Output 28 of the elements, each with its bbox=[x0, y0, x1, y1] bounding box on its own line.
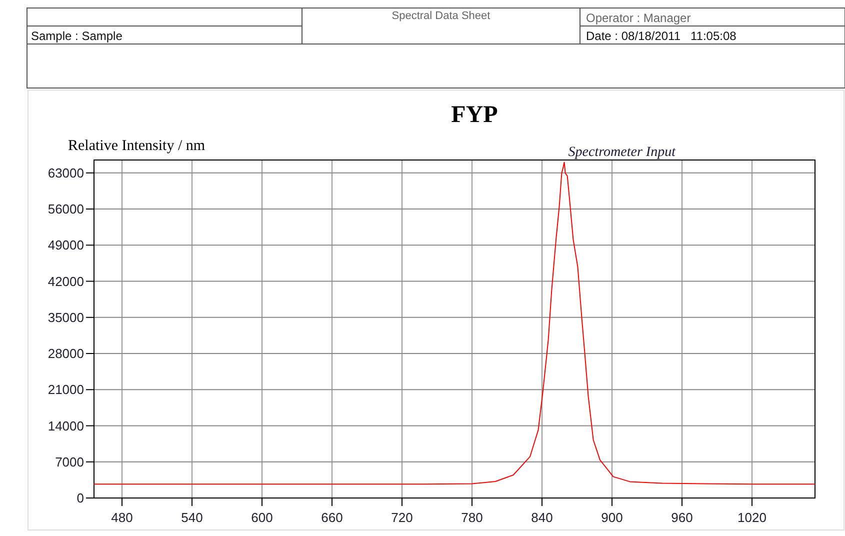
y-tick-label: 7000 bbox=[55, 454, 84, 470]
y-tick-label: 56000 bbox=[48, 202, 84, 217]
series-label: Spectrometer Input bbox=[568, 145, 677, 160]
x-tick-label: 1020 bbox=[738, 510, 766, 525]
y-tick-label: 21000 bbox=[48, 382, 84, 398]
y-tick-label: 14000 bbox=[48, 418, 84, 434]
x-tick-label: 960 bbox=[671, 510, 693, 525]
text: Operator : Manager bbox=[586, 11, 691, 25]
x-tick-label: 840 bbox=[531, 510, 553, 525]
text: Spectral Data Sheet bbox=[392, 10, 490, 22]
x-tick-label: 600 bbox=[251, 510, 273, 525]
y-axis-title: Relative Intensity / nm bbox=[68, 138, 206, 154]
x-tick-label: 480 bbox=[111, 510, 133, 525]
y-tick-label: 63000 bbox=[48, 165, 84, 180]
x-tick-label: 540 bbox=[181, 510, 203, 525]
text: Sample : Sample bbox=[31, 29, 123, 43]
x-tick-label: 720 bbox=[391, 510, 413, 525]
x-tick-label: 900 bbox=[601, 510, 623, 525]
line-series bbox=[94, 162, 816, 485]
x-tick-label: 660 bbox=[321, 510, 343, 525]
y-tick-label: 42000 bbox=[48, 274, 84, 289]
y-tick-label: 28000 bbox=[48, 346, 84, 362]
y-tick-label: 35000 bbox=[48, 310, 84, 325]
y-tick-label: 0 bbox=[76, 490, 84, 506]
y-tick-label: 49000 bbox=[48, 238, 84, 253]
chart-title: FYP bbox=[451, 102, 498, 128]
x-tick-label: 780 bbox=[461, 510, 483, 525]
text: Date : 08/18/2011 11:05:08 bbox=[586, 29, 737, 43]
